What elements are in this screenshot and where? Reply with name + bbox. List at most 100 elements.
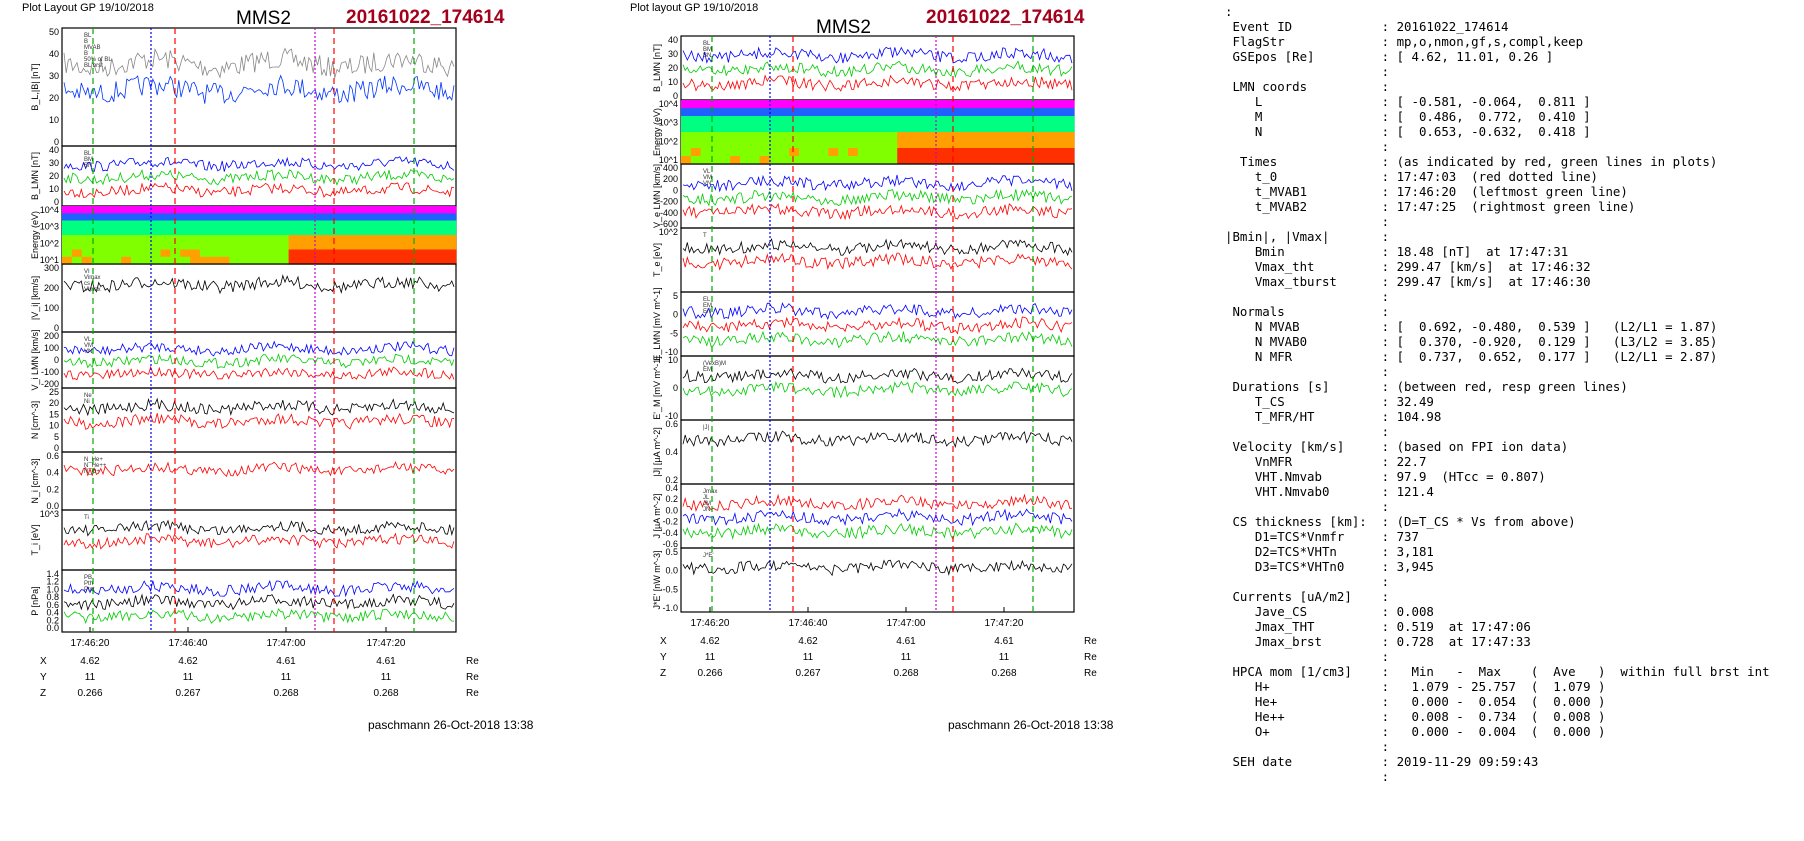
legend-entry: EM: [703, 303, 712, 309]
y-tick-label: 5: [673, 291, 678, 301]
spectrogram-cell: [71, 213, 83, 222]
spectrogram-cell: [818, 116, 829, 125]
spectrogram-cell: [150, 220, 161, 229]
spectrogram-cell: [690, 132, 702, 141]
spectrogram-cell: [180, 235, 191, 243]
info-line: Velocity [km/s] : (based on FPI ion data…: [1225, 439, 1569, 454]
legend-entry: Pth: [84, 581, 93, 587]
spectrogram-cell: [1054, 140, 1065, 149]
legend-entry: J*E': [703, 553, 713, 559]
y-tick-label: 0: [673, 310, 678, 320]
y-tick-label: 10^2: [659, 136, 678, 146]
y-tick-label: 0: [673, 383, 678, 393]
spectrogram-cell: [81, 213, 92, 222]
series-line: [682, 188, 1073, 207]
y-tick-label: 200: [44, 283, 59, 293]
spectrogram-cell: [985, 124, 996, 133]
spectrogram-cell: [789, 108, 800, 117]
spectrogram-cell: [730, 108, 741, 117]
series-line: [63, 593, 455, 612]
spectrogram-cell: [877, 148, 888, 157]
series-line: [682, 252, 1073, 271]
spectrogram-cell: [377, 242, 388, 251]
spectrogram-cell: [857, 116, 869, 125]
spectrogram-cell: [278, 249, 289, 258]
series-line: [63, 519, 455, 537]
spectrogram-cell: [808, 132, 819, 141]
event-title: 20161022_174614: [926, 7, 1085, 28]
spectrogram-cell: [209, 235, 221, 243]
spectrogram-cell: [406, 235, 418, 243]
spectrogram-cell: [1064, 148, 1075, 157]
spectrogram-cell: [759, 116, 770, 125]
spectrogram-cell: [101, 227, 112, 236]
spectrogram-cell: [1044, 132, 1055, 141]
spectrogram-cell: [740, 116, 751, 125]
spectrogram-cell: [1044, 100, 1055, 109]
spectrogram-cell: [140, 227, 152, 236]
spectrogram-cell: [337, 227, 349, 236]
spectrogram-cell: [288, 235, 299, 243]
spectrogram-cell: [387, 220, 398, 229]
spectrogram-cell: [426, 256, 437, 265]
spectrogram-cell: [180, 249, 191, 258]
spectrogram-cell: [62, 227, 73, 236]
ephemeris-value: 11: [803, 652, 814, 663]
ephemeris-label: X: [40, 656, 47, 667]
info-line: D3=TCS*VHTn0 : 3,945: [1225, 559, 1434, 574]
spectrogram-cell: [308, 227, 319, 236]
spacecraft-title: MMS2: [816, 17, 871, 38]
spectrogram-cell: [789, 116, 800, 125]
legend-entry: MVAB: [84, 45, 101, 51]
legend-entry: BL: [84, 33, 92, 39]
ephemeris-unit: Re: [1084, 668, 1097, 679]
spectrogram-cell: [916, 108, 928, 117]
spectrogram-cell: [436, 249, 447, 258]
spectrogram-cell: [857, 140, 869, 149]
spectrogram-cell: [396, 249, 408, 258]
info-line: :: [1225, 214, 1390, 229]
spectrogram-cell: [769, 100, 780, 109]
spectrogram-cell: [209, 206, 221, 214]
y-tick-label: -600: [660, 219, 678, 229]
spectrogram-cell: [975, 156, 987, 165]
spectrogram-cell: [690, 156, 702, 165]
spectrogram-cell: [720, 156, 731, 165]
y-tick-label: 100: [44, 303, 59, 313]
spectrogram-cell: [239, 256, 250, 265]
spectrogram-cell: [239, 206, 250, 214]
spectrogram-cell: [700, 140, 711, 149]
spectrogram-cell: [995, 108, 1006, 117]
spectrogram-cell: [337, 256, 349, 265]
spectrogram-cell: [298, 227, 309, 236]
spectrogram-cell: [710, 100, 721, 109]
info-line: Event ID : 20161022_174614: [1225, 19, 1509, 34]
spectrogram-cell: [298, 220, 309, 229]
spectrogram-cell: [308, 206, 319, 214]
spectrogram-cell: [897, 156, 908, 165]
spectrogram-cell: [229, 220, 240, 229]
spectrogram-cell: [1015, 148, 1026, 157]
spectrogram-cell: [130, 206, 142, 214]
ephemeris-value: 11: [85, 672, 96, 683]
spectrogram-cell: [130, 235, 142, 243]
info-line: :: [1225, 739, 1390, 754]
y-tick-label: 0.6: [46, 451, 59, 461]
spectrogram-cell: [121, 249, 132, 258]
spectrogram-cell: [446, 213, 457, 222]
info-line: :: [1225, 4, 1233, 19]
spectrogram-cell: [278, 213, 289, 222]
ephemeris-unit: Re: [466, 656, 479, 667]
series-line: [682, 507, 1073, 527]
spectrogram-cell: [730, 156, 741, 165]
panel-8: 0.5 0.0 -0.5 -1.0J*E' [nW m^-3] J*E': [652, 547, 1075, 613]
spectrogram-cell: [268, 206, 280, 214]
spectrogram-cell: [779, 140, 790, 149]
spectrogram-cell: [91, 249, 102, 258]
spectrogram-cell: [956, 140, 967, 149]
spectrogram-cell: [337, 249, 349, 258]
spectrogram-cell: [740, 140, 751, 149]
spectrogram-cell: [121, 206, 132, 214]
spectrogram-cell: [357, 206, 368, 214]
info-line: He++ : 0.008 - 0.734 ( 0.008 ): [1225, 709, 1606, 724]
